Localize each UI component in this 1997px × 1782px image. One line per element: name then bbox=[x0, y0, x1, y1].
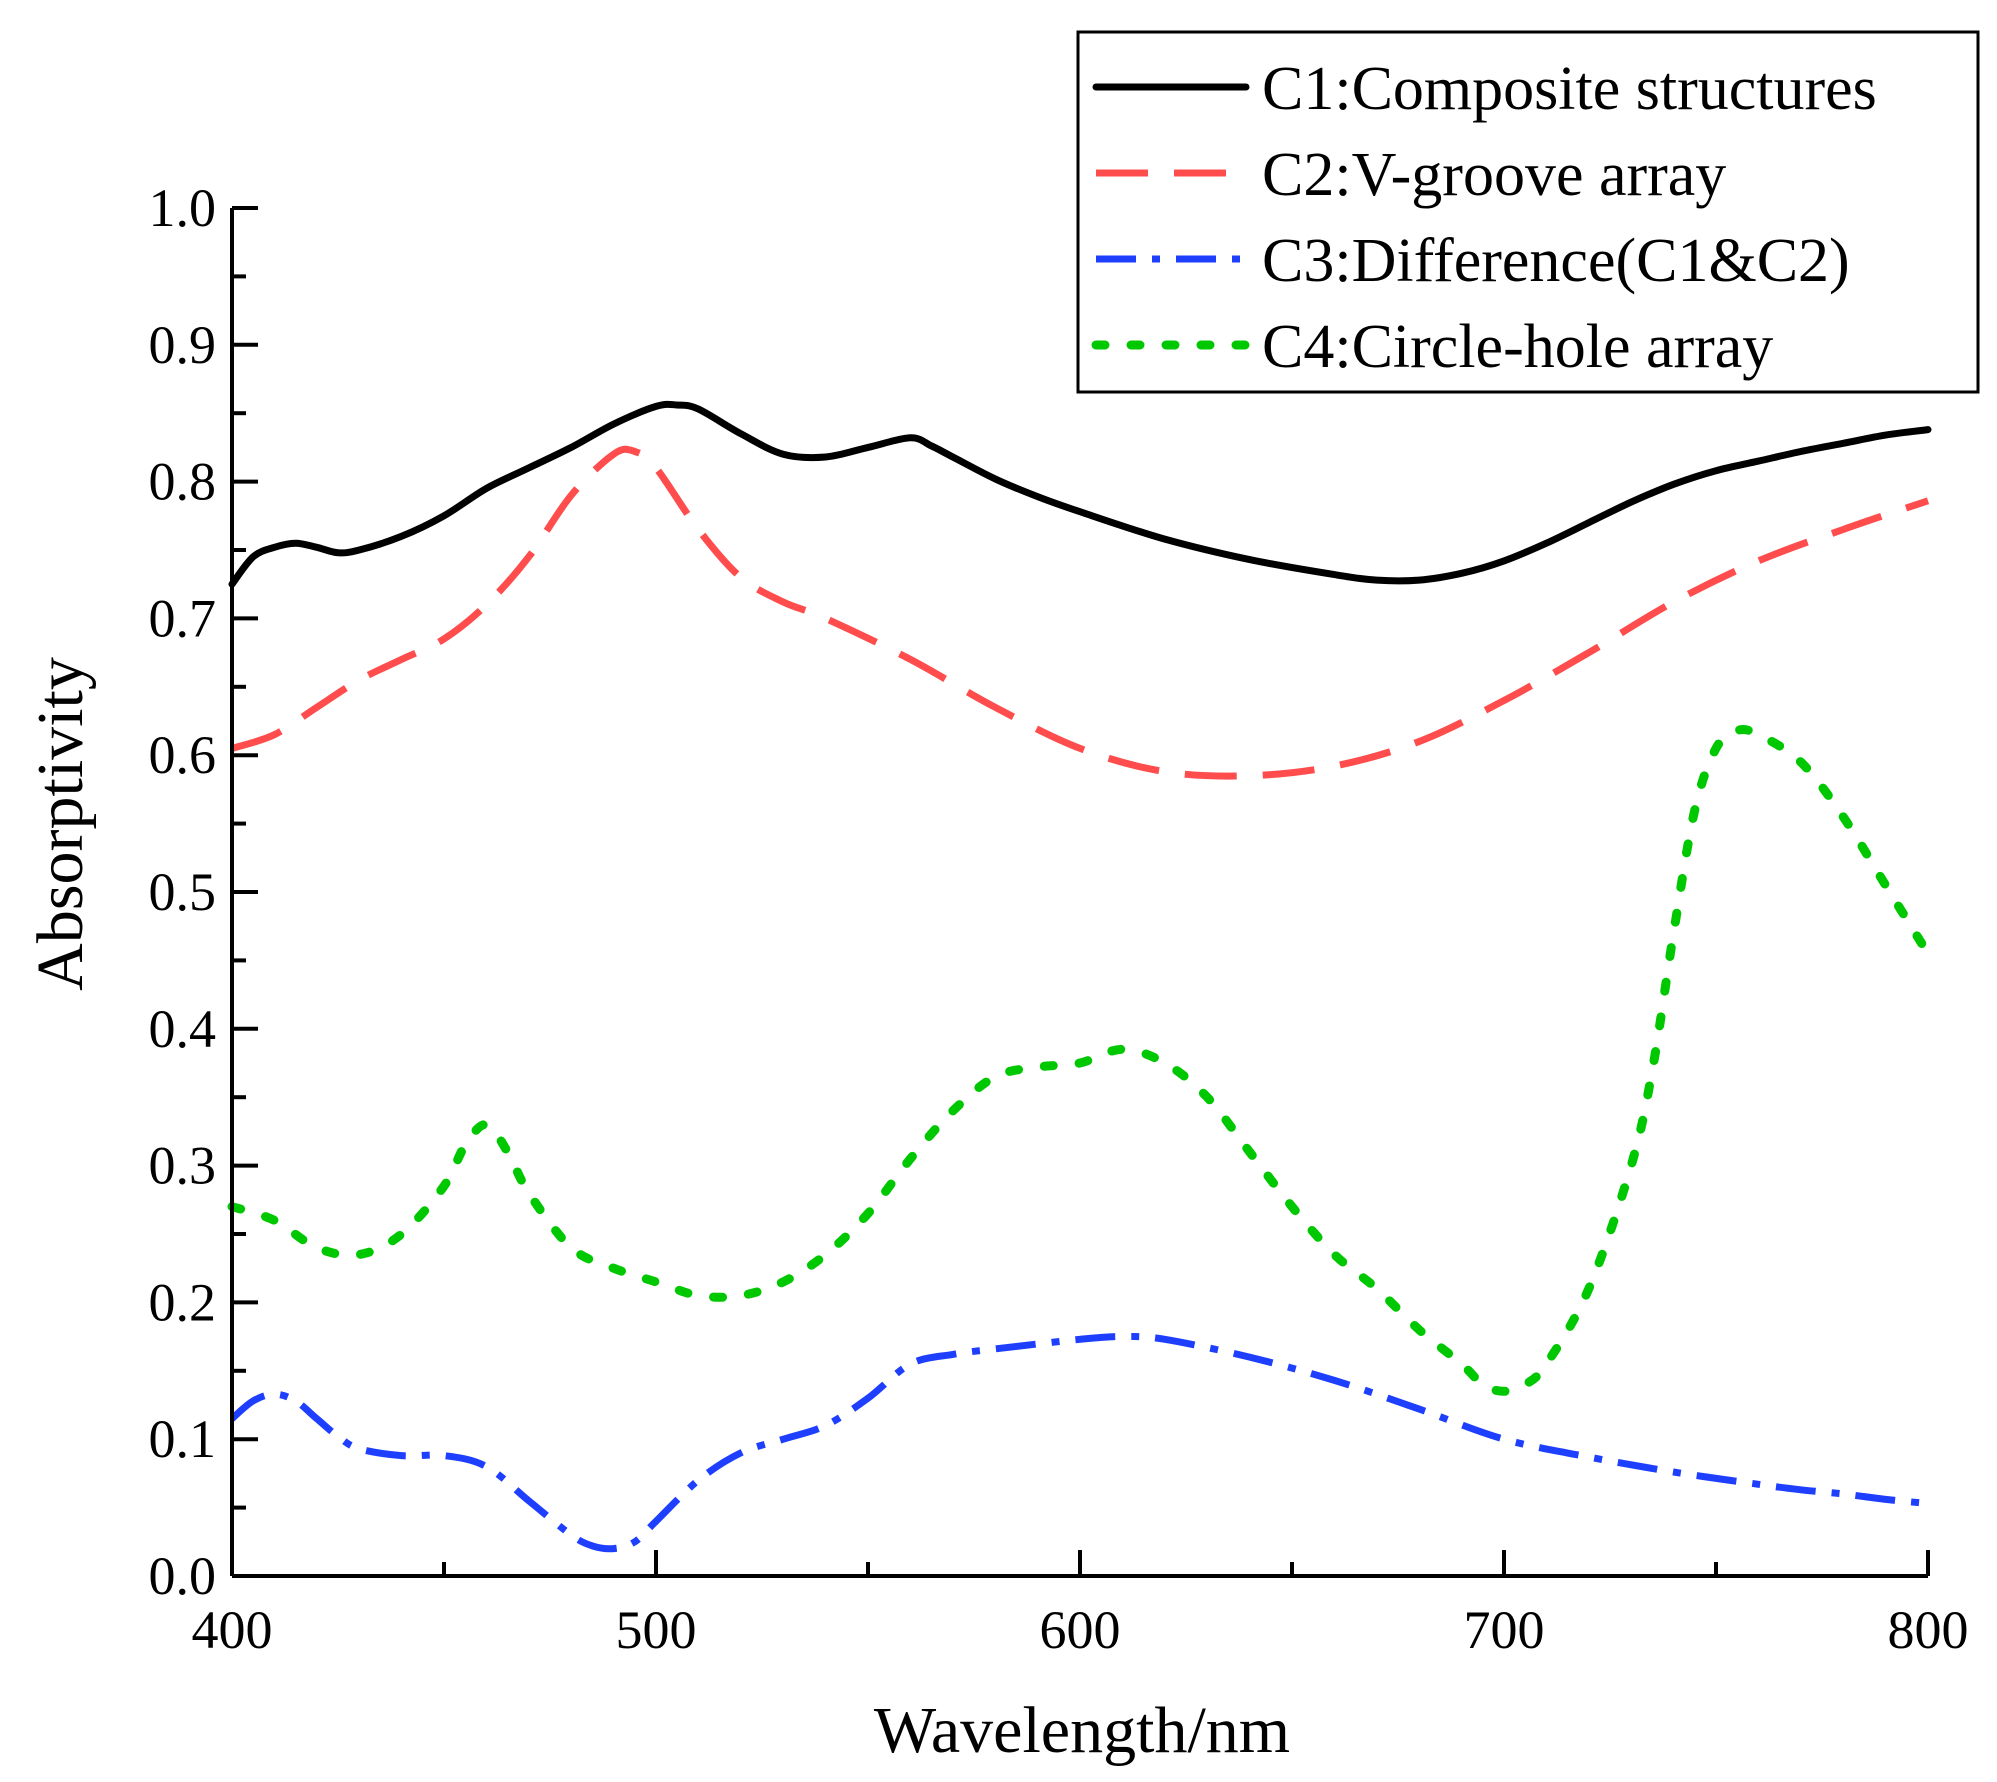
y-tick-label: 0.8 bbox=[149, 452, 217, 512]
legend-label-c2: C2:V-groove array bbox=[1262, 141, 1726, 209]
y-tick-label: 0.6 bbox=[149, 725, 217, 785]
y-tick-label: 1.0 bbox=[149, 178, 217, 238]
y-tick-label: 0.7 bbox=[149, 588, 217, 648]
x-tick-label: 400 bbox=[192, 1600, 273, 1660]
legend-label-c3: C3:Difference(C1&C2) bbox=[1262, 227, 1850, 295]
x-tick-label: 800 bbox=[1888, 1600, 1969, 1660]
series-line-c3 bbox=[229, 1333, 1929, 1553]
series-line-c2 bbox=[230, 445, 1930, 780]
y-axis-title: Absorptivity bbox=[24, 657, 97, 991]
y-tick-label: 0.2 bbox=[149, 1272, 217, 1332]
y-tick-label: 0.3 bbox=[149, 1136, 217, 1196]
legend-label-c4: C4:Circle-hole array bbox=[1262, 313, 1773, 381]
y-tick-label: 0.0 bbox=[149, 1546, 217, 1606]
y-tick-label: 0.1 bbox=[149, 1409, 217, 1469]
legend: C1:Composite structures C2:V-groove array… bbox=[1076, 30, 1980, 394]
series-line-c1 bbox=[228, 400, 1932, 588]
y-tick-label: 0.9 bbox=[149, 315, 217, 375]
y-tick-label: 0.5 bbox=[149, 862, 217, 922]
x-axis-title: Wavelength/nm bbox=[874, 1694, 1290, 1767]
legend-label-c1: C1:Composite structures bbox=[1262, 55, 1877, 123]
axes-layer bbox=[230, 208, 1928, 1578]
x-tick-label: 500 bbox=[616, 1600, 697, 1660]
series-layer bbox=[227, 400, 1933, 1553]
series-line-c4 bbox=[227, 724, 1933, 1396]
x-tick-label: 600 bbox=[1040, 1600, 1121, 1660]
y-tick-label: 0.4 bbox=[149, 999, 217, 1059]
legend-box bbox=[1076, 30, 1980, 394]
ticks-layer: 400 500 600 700 800 0.0 0.1 0.2 0.3 0.4 0.5 0.6 0.7 0… bbox=[149, 178, 1969, 1660]
x-tick-label: 700 bbox=[1464, 1600, 1545, 1660]
